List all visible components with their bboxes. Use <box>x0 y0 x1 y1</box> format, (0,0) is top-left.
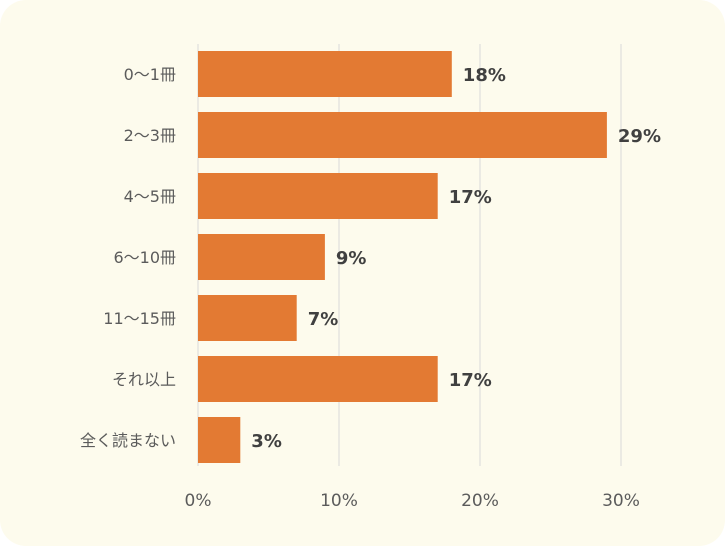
x-tick-label: 10% <box>320 491 358 511</box>
bar <box>198 173 438 219</box>
value-label-layer: 18% 29% 17% 9% 7% 17% 3% <box>251 65 661 452</box>
x-tick-label: 20% <box>461 491 499 511</box>
bar <box>198 112 607 158</box>
data-label: 7% <box>308 309 339 330</box>
category-label: 全く読まない <box>80 431 176 450</box>
bar <box>198 51 452 97</box>
category-label: 11〜15冊 <box>103 309 176 328</box>
category-label: 0〜1冊 <box>124 65 176 84</box>
data-label: 9% <box>336 248 367 269</box>
bar <box>198 356 438 402</box>
tick-label-layer: 0% 10% 20% 30% <box>185 491 640 511</box>
x-tick-label: 30% <box>602 491 640 511</box>
category-label: 6〜10冊 <box>113 248 176 267</box>
category-label: 4〜5冊 <box>124 187 176 206</box>
data-label: 17% <box>449 370 492 391</box>
data-label: 18% <box>463 65 506 86</box>
bar <box>198 295 297 341</box>
category-label: 2〜3冊 <box>124 126 176 145</box>
bar-layer <box>198 51 607 463</box>
bar <box>198 234 325 280</box>
category-label: それ以上 <box>112 370 176 389</box>
bar <box>198 417 241 463</box>
data-label: 17% <box>449 187 492 208</box>
x-tick-label: 0% <box>185 491 212 511</box>
data-label: 3% <box>251 431 282 452</box>
data-label: 29% <box>618 126 661 147</box>
